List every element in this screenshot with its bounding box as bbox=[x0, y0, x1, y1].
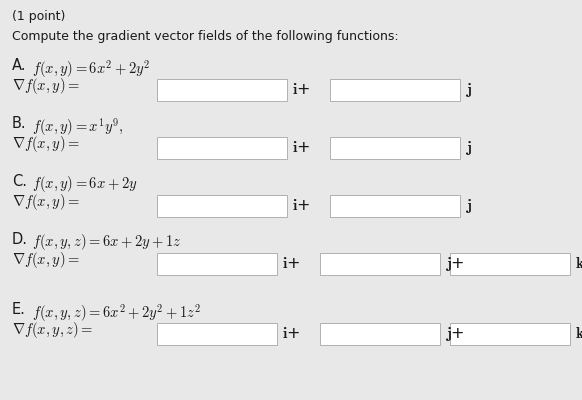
FancyBboxPatch shape bbox=[330, 195, 460, 217]
Text: Compute the gradient vector fields of the following functions:: Compute the gradient vector fields of th… bbox=[12, 30, 399, 43]
FancyBboxPatch shape bbox=[330, 137, 460, 159]
Text: $\mathbf{i}$+: $\mathbf{i}$+ bbox=[282, 326, 300, 342]
Text: E.: E. bbox=[12, 302, 26, 317]
FancyBboxPatch shape bbox=[450, 253, 570, 275]
Text: $\mathbf{j}$: $\mathbf{j}$ bbox=[465, 81, 472, 99]
FancyBboxPatch shape bbox=[320, 323, 440, 345]
Text: $\mathbf{i}$+: $\mathbf{i}$+ bbox=[292, 82, 310, 98]
FancyBboxPatch shape bbox=[157, 253, 277, 275]
FancyBboxPatch shape bbox=[450, 323, 570, 345]
FancyBboxPatch shape bbox=[330, 79, 460, 101]
Text: $\mathbf{j}$: $\mathbf{j}$ bbox=[465, 197, 472, 215]
Text: D.: D. bbox=[12, 232, 28, 247]
Text: $\nabla f(x, y) =$: $\nabla f(x, y) =$ bbox=[12, 76, 80, 96]
Text: C.: C. bbox=[12, 174, 27, 189]
Text: $\mathbf{j}$+: $\mathbf{j}$+ bbox=[445, 325, 464, 343]
Text: $f(x, y) = x^1y^9,$: $f(x, y) = x^1y^9,$ bbox=[32, 116, 123, 138]
Text: $f(x, y) = 6x^2 + 2y^2$: $f(x, y) = 6x^2 + 2y^2$ bbox=[32, 58, 150, 80]
FancyBboxPatch shape bbox=[157, 79, 287, 101]
FancyBboxPatch shape bbox=[157, 195, 287, 217]
Text: B.: B. bbox=[12, 116, 27, 131]
Text: $f(x, y, z) = 6x + 2y + 1z$: $f(x, y, z) = 6x + 2y + 1z$ bbox=[32, 232, 182, 252]
FancyBboxPatch shape bbox=[320, 253, 440, 275]
Text: (1 point): (1 point) bbox=[12, 10, 65, 23]
Text: $\nabla f(x, y) =$: $\nabla f(x, y) =$ bbox=[12, 134, 80, 154]
Text: $\mathbf{i}$+: $\mathbf{i}$+ bbox=[282, 256, 300, 272]
FancyBboxPatch shape bbox=[157, 137, 287, 159]
Text: $\mathbf{k}$: $\mathbf{k}$ bbox=[575, 256, 582, 272]
Text: $\mathbf{i}$+: $\mathbf{i}$+ bbox=[292, 198, 310, 214]
Text: $f(x, y, z) = 6x^2 + 2y^2 + 1z^2$: $f(x, y, z) = 6x^2 + 2y^2 + 1z^2$ bbox=[32, 302, 201, 324]
Text: $\nabla f(x, y) =$: $\nabla f(x, y) =$ bbox=[12, 192, 80, 212]
Text: $f(x, y) = 6x + 2y$: $f(x, y) = 6x + 2y$ bbox=[32, 174, 137, 194]
Text: $\mathbf{j}$+: $\mathbf{j}$+ bbox=[445, 255, 464, 273]
FancyBboxPatch shape bbox=[157, 323, 277, 345]
Text: $\nabla f(x, y, z) =$: $\nabla f(x, y, z) =$ bbox=[12, 320, 93, 340]
Text: $\mathbf{j}$: $\mathbf{j}$ bbox=[465, 139, 472, 157]
Text: A.: A. bbox=[12, 58, 27, 73]
Text: $\nabla f(x, y) =$: $\nabla f(x, y) =$ bbox=[12, 250, 80, 270]
Text: $\mathbf{i}$+: $\mathbf{i}$+ bbox=[292, 140, 310, 156]
Text: $\mathbf{k}$: $\mathbf{k}$ bbox=[575, 326, 582, 342]
